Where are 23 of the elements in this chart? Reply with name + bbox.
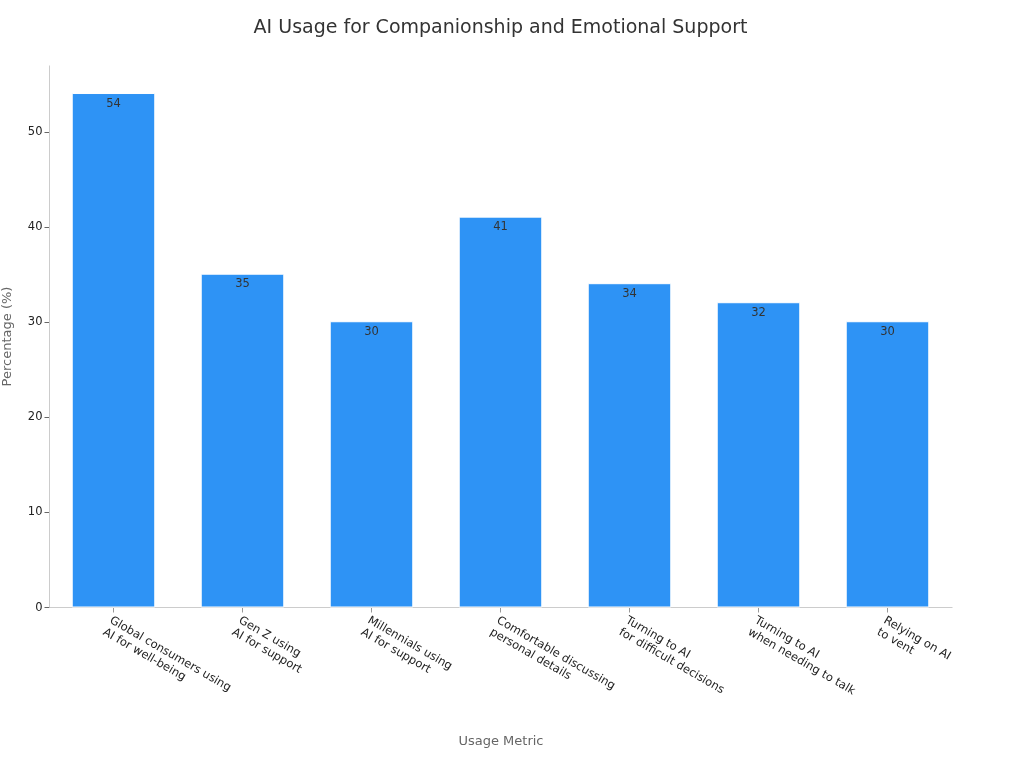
y-tick-label: 30 xyxy=(27,314,43,329)
chart-title: AI Usage for Companionship and Emotional Support xyxy=(253,15,748,37)
y-tick-label: 40 xyxy=(27,219,43,234)
data-label: 30 xyxy=(880,323,895,338)
bar xyxy=(329,321,414,608)
y-tick-label: 20 xyxy=(27,409,43,424)
data-label: 34 xyxy=(622,285,637,300)
bar xyxy=(845,321,930,608)
y-tick-label: 50 xyxy=(27,124,43,139)
bar xyxy=(458,216,543,608)
data-label: 30 xyxy=(364,323,379,338)
data-label: 54 xyxy=(106,95,121,110)
y-axis-title: Percentage (%) xyxy=(0,286,14,387)
data-label: 35 xyxy=(235,276,250,291)
y-tick-label: 0 xyxy=(35,599,43,614)
y-tick-label: 10 xyxy=(27,504,43,519)
x-axis-title: Usage Metric xyxy=(458,733,544,749)
bar xyxy=(587,283,672,608)
data-label: 32 xyxy=(751,304,766,319)
data-label: 41 xyxy=(493,219,508,234)
bar xyxy=(716,302,801,608)
bar xyxy=(200,273,285,608)
bar xyxy=(71,93,156,608)
